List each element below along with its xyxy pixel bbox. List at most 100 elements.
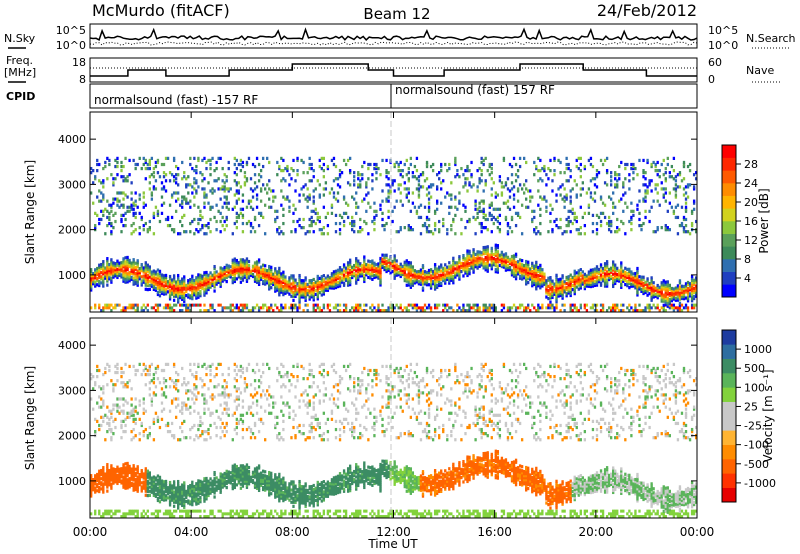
- data-cell: [379, 277, 382, 281]
- data-cell: [583, 274, 587, 278]
- data-cell: [166, 156, 170, 160]
- data-cell: [166, 284, 170, 288]
- data-cell: [245, 271, 249, 275]
- data-cell: [322, 156, 326, 160]
- data-cell: [672, 187, 676, 191]
- data-cell: [225, 215, 228, 220]
- data-cell: [480, 259, 483, 263]
- data-cell: [409, 271, 413, 275]
- data-cell: [338, 276, 342, 280]
- data-cell: [320, 287, 323, 291]
- data-cell: [330, 211, 334, 215]
- data-cell: [344, 162, 348, 167]
- data-cell: [128, 264, 131, 269]
- data-cell: [537, 284, 540, 288]
- data-cell: [666, 290, 669, 294]
- data-cell: [183, 213, 186, 218]
- data-cell: [415, 211, 419, 215]
- data-cell: [462, 262, 465, 266]
- data-cell: [152, 279, 156, 283]
- data-cell: [255, 197, 259, 201]
- data-cell: [612, 262, 615, 266]
- data-cell: [502, 303, 506, 307]
- data-cell: [264, 280, 267, 284]
- data-cell: [90, 494, 93, 498]
- data-cell: [344, 276, 348, 280]
- data-cell: [270, 267, 273, 271]
- data-cell: [245, 259, 249, 263]
- data-cell: [280, 290, 283, 294]
- data-cell: [318, 158, 321, 163]
- data-cell: [363, 257, 366, 261]
- data-cell: [219, 280, 222, 284]
- data-cell: [684, 290, 688, 294]
- data-cell: [209, 283, 212, 287]
- data-cell: [98, 477, 101, 481]
- data-cell: [599, 275, 603, 279]
- data-cell: [612, 276, 615, 280]
- data-cell: [395, 230, 398, 234]
- data-cell: [122, 277, 125, 281]
- data-cell: [518, 258, 522, 262]
- data-cell: [567, 162, 570, 167]
- data-cell: [381, 265, 384, 269]
- data-cell: [264, 276, 267, 280]
- data-cell: [318, 286, 321, 291]
- data-cell: [221, 185, 224, 189]
- data-cell: [322, 292, 326, 296]
- data-cell: [102, 468, 105, 472]
- data-cell: [599, 265, 603, 269]
- data-cell: [239, 260, 243, 264]
- data-cell: [385, 309, 388, 313]
- data-cell: [440, 275, 443, 279]
- data-cell: [514, 223, 518, 228]
- data-cell: [170, 306, 174, 310]
- data-cell: [555, 298, 558, 302]
- data-cell: [170, 278, 174, 282]
- data-cell: [603, 264, 607, 268]
- data-cell: [90, 276, 93, 280]
- data-cell: [425, 164, 429, 169]
- data-cell: [367, 166, 370, 171]
- data-cell: [217, 272, 220, 276]
- data-cell: [622, 303, 625, 307]
- data-cell: [249, 199, 253, 203]
- data-cell: [205, 195, 208, 199]
- data-cell: [122, 411, 125, 415]
- data-cell: [559, 289, 562, 294]
- data-cell: [522, 306, 526, 310]
- data-cell: [444, 162, 447, 167]
- data-cell: [219, 211, 222, 215]
- data-cell: [213, 267, 216, 271]
- data-cell: [622, 181, 625, 185]
- data-cell: [118, 405, 121, 409]
- data-cell: [138, 156, 141, 160]
- data-cell: [209, 275, 212, 279]
- data-cell: [245, 265, 249, 269]
- data-cell: [510, 217, 514, 222]
- data-cell: [270, 271, 273, 276]
- data-cell: [164, 173, 168, 177]
- data-cell: [112, 383, 115, 387]
- data-cell: [266, 271, 269, 275]
- data-cell: [630, 228, 633, 232]
- data-cell: [462, 274, 465, 278]
- data-cell: [312, 306, 315, 310]
- data-cell: [466, 255, 469, 259]
- data-cell: [249, 269, 253, 273]
- data-cell: [114, 472, 117, 476]
- data-cell: [664, 286, 667, 290]
- nsky-series: [89, 27, 698, 41]
- data-cell: [284, 275, 287, 279]
- data-cell: [371, 271, 374, 275]
- data-cell: [140, 166, 143, 171]
- data-cell: [346, 263, 350, 267]
- data-cell: [310, 209, 313, 213]
- data-cell: [110, 379, 113, 383]
- data-cell: [292, 290, 295, 294]
- data-cell: [658, 169, 661, 173]
- data-cell: [249, 205, 253, 209]
- data-cell: [116, 267, 119, 271]
- data-cell: [298, 223, 301, 228]
- data-cell: [118, 397, 121, 401]
